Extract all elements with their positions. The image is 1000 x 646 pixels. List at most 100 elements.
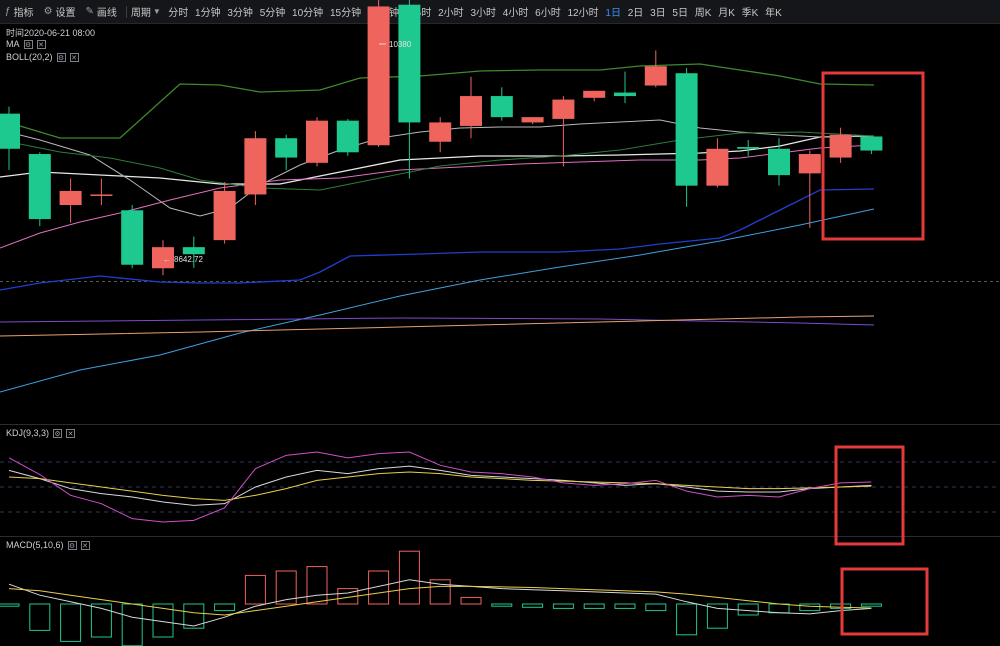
ma-settings-icon[interactable]: ⚙ [23, 39, 33, 49]
ma-short-line [0, 119, 875, 217]
macd-legend: MACD(5,10,6) ⚙ ✕ [6, 540, 90, 550]
kdj-settings-icon[interactable]: ⚙ [53, 428, 63, 438]
period-option[interactable]: 5日 [672, 8, 688, 19]
macd-histogram-bar [583, 603, 605, 609]
candle-body[interactable] [490, 96, 513, 118]
candle-body[interactable] [521, 117, 544, 123]
boll-legend: BOLL(20,2) ⚙ ✕ [6, 52, 79, 62]
kdj-legend: KDJ(9,3,3) ⚙ ✕ [6, 428, 76, 438]
ma-long-line [0, 131, 875, 191]
ma-label: MA [6, 39, 20, 49]
period-option[interactable]: 4小时 [502, 8, 529, 19]
period-option[interactable]: 周K [694, 8, 712, 19]
candle-body[interactable] [367, 6, 390, 146]
candle-body[interactable] [152, 247, 174, 269]
period-option[interactable]: 6小时 [535, 8, 561, 19]
candle-body[interactable] [306, 120, 328, 163]
low-arrow: ← [163, 255, 171, 264]
ma-60-line [0, 208, 875, 393]
period-option[interactable]: 年K [765, 8, 782, 19]
datetime-legend: 时间2020-06-21 08:00 [6, 26, 95, 39]
candle-body[interactable] [614, 92, 636, 97]
candle-body[interactable] [244, 138, 267, 195]
ma-200-line [0, 315, 875, 337]
candle-body[interactable] [798, 154, 821, 174]
candle-body[interactable] [768, 148, 790, 176]
macd-histogram-bar [799, 603, 821, 612]
period-option[interactable]: 2日 [627, 8, 644, 19]
macd-settings-icon[interactable]: ⚙ [67, 540, 77, 550]
candle-body[interactable] [429, 122, 452, 142]
boll-settings-icon[interactable]: ⚙ [56, 52, 66, 62]
settings-label: 设置 [55, 8, 76, 19]
macd-histogram-bar [614, 603, 636, 609]
candle-body[interactable] [90, 194, 113, 196]
macd-histogram-bar [429, 579, 451, 605]
macd-histogram-bar [860, 603, 882, 607]
candle-body[interactable] [737, 147, 760, 149]
boll-upper-line [0, 63, 875, 139]
indicators-button[interactable]: ƒ 指标 [0, 4, 39, 19]
period-option[interactable]: 3分钟 [227, 8, 253, 19]
macd-histogram-bar [768, 603, 790, 614]
candle-body[interactable] [182, 247, 205, 255]
kdj-close-icon[interactable]: ✕ [66, 428, 76, 438]
candle-body[interactable] [398, 4, 421, 123]
candle-body[interactable] [28, 154, 51, 220]
candle-body[interactable] [121, 210, 144, 265]
candle-body[interactable] [213, 190, 236, 241]
period-label: 周期 [130, 8, 151, 19]
candle-body[interactable] [829, 134, 852, 158]
high-price-label: 10380 [389, 40, 412, 49]
candle-body[interactable] [275, 138, 298, 158]
highlight-box-macd [840, 567, 929, 636]
candle-body[interactable] [59, 190, 82, 205]
datetime-label: 时间2020-06-21 08:00 [6, 28, 96, 38]
candle-body[interactable] [860, 136, 883, 151]
macd-histogram-bar [183, 603, 205, 629]
ma-close-icon[interactable]: ✕ [36, 39, 46, 49]
candle-body[interactable] [0, 113, 20, 149]
macd-close-icon[interactable]: ✕ [80, 540, 90, 550]
indicators-label: 指标 [13, 8, 34, 19]
macd-histogram-bar [491, 603, 513, 607]
macd-histogram-bar [552, 603, 574, 609]
candle-body[interactable] [675, 73, 698, 186]
candles-group[interactable] [0, 0, 883, 276]
boll-lower-line [0, 188, 875, 291]
candle-body[interactable] [706, 148, 729, 186]
indicator-lines [0, 63, 875, 393]
period-option[interactable]: 月K [718, 8, 735, 19]
candle-body[interactable] [552, 99, 575, 119]
chevron-down-icon: ▼ [152, 7, 161, 16]
period-option[interactable]: 1分钟 [195, 8, 221, 19]
period-option[interactable]: 5分钟 [259, 8, 286, 19]
period-option[interactable]: 3日 [650, 8, 666, 19]
period-option[interactable]: 15分钟 [329, 8, 362, 19]
boll-close-icon[interactable]: ✕ [69, 52, 79, 62]
candle-body[interactable] [460, 96, 482, 126]
period-option[interactable]: 季K [741, 8, 759, 19]
macd-histogram-bar [244, 574, 266, 605]
period-option[interactable]: 2小时 [438, 8, 464, 19]
boll-mid-line [0, 135, 875, 185]
candle-body[interactable] [336, 120, 359, 153]
period-dropdown[interactable]: 周期 ▼ [131, 4, 165, 19]
period-option[interactable]: 10分钟 [292, 8, 324, 19]
boll-label: BOLL(20,2) [6, 52, 53, 62]
macd-histogram-bar [60, 603, 82, 642]
low-marker: ← 8642.72 [163, 255, 203, 264]
macd-histogram-bar [676, 603, 698, 636]
low-price-label: 8642.72 [174, 255, 203, 264]
candle-body[interactable] [644, 66, 667, 86]
macd-histogram-bar [0, 603, 20, 607]
period-option[interactable]: 12小时 [567, 8, 599, 19]
period-option[interactable]: 分时 [168, 8, 189, 19]
period-option[interactable]: 1日 [605, 8, 621, 19]
settings-button[interactable]: ⚙ 设置 [39, 4, 81, 19]
indicators-icon: ƒ [5, 6, 11, 17]
period-option[interactable]: 3小时 [470, 8, 497, 19]
draw-button[interactable]: ✎ 画线 [81, 4, 122, 19]
candle-body[interactable] [583, 90, 606, 98]
